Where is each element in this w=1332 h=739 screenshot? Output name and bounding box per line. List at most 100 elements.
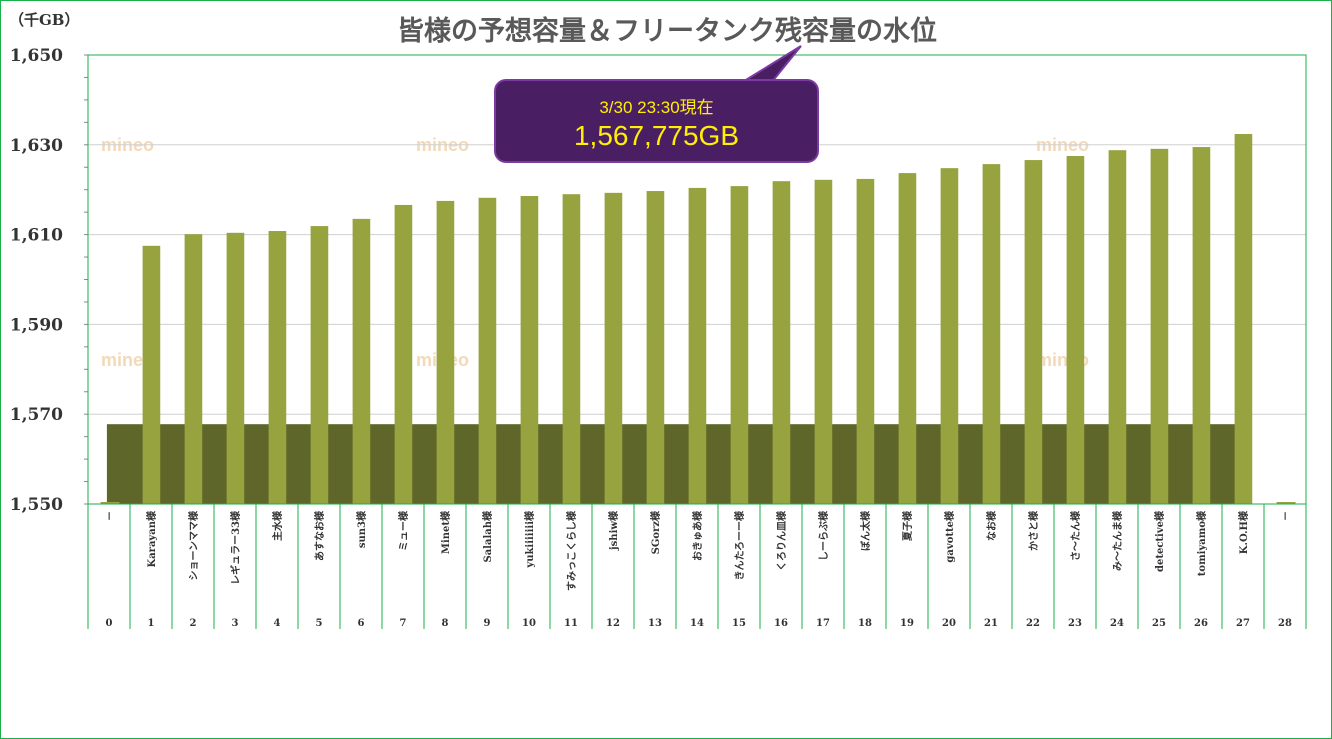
category-index: 27	[1236, 618, 1250, 629]
category-index: 22	[1026, 618, 1040, 629]
bar-1	[142, 245, 161, 504]
category-label: さ～たん様	[1069, 510, 1082, 561]
category-index: 20	[942, 618, 956, 629]
bar-15	[730, 186, 749, 504]
category-index: 21	[984, 618, 998, 629]
category-index: 19	[900, 618, 914, 629]
bar-26	[1192, 147, 1211, 505]
y-tick-label: 1,610	[10, 226, 63, 246]
category-label: くろりん皿様	[775, 510, 788, 571]
category-label: Minet様	[439, 510, 452, 554]
y-tick-label: 1,650	[10, 46, 63, 66]
bar-14	[688, 187, 707, 505]
chart-title: 皆様の予想容量＆フリータンク残容量の水位	[397, 16, 937, 47]
category-label: SGorz様	[649, 510, 662, 554]
category-index: 13	[648, 618, 662, 629]
category-index: 11	[564, 618, 578, 629]
bar-3	[226, 232, 245, 504]
category-index: 7	[400, 618, 407, 629]
category-index: 9	[484, 618, 491, 629]
category-label: sun3様	[355, 510, 368, 548]
category-label: Salalah様	[481, 510, 494, 563]
category-label: －	[1281, 511, 1292, 521]
bar-21	[982, 164, 1001, 504]
bar-13	[646, 191, 665, 504]
bar-19	[898, 173, 917, 504]
bar-10	[520, 195, 539, 504]
category-label: おきゅあ様	[691, 510, 704, 561]
callout-pointer	[737, 45, 802, 84]
category-index: 18	[858, 618, 872, 629]
category-label: かさと様	[1027, 510, 1040, 551]
category-label: K.O.H様	[1237, 510, 1250, 554]
y-tick-label: 1,550	[10, 495, 63, 515]
category-label: あすなお様	[313, 510, 326, 561]
category-label: ミュー様	[397, 510, 410, 551]
bar-22	[1024, 160, 1043, 505]
category-index: 1	[148, 618, 155, 629]
bar-17	[814, 179, 833, 504]
category-index: 26	[1194, 618, 1208, 629]
category-index: 0	[106, 618, 113, 629]
category-label: すみっこくらし様	[565, 510, 578, 591]
category-index: 17	[816, 618, 830, 629]
bar-4	[268, 231, 287, 504]
category-label: －	[105, 511, 116, 521]
bar-20	[940, 168, 959, 504]
bar-9	[478, 197, 497, 505]
category-index: 12	[606, 618, 620, 629]
bar-6	[352, 218, 371, 504]
category-index: 6	[358, 618, 365, 629]
category-label: 夏子様	[901, 510, 914, 542]
bar-8	[436, 200, 455, 505]
watermark-mineo: mineo	[101, 350, 154, 370]
category-label: レギュラー33様	[229, 510, 242, 585]
category-index: 10	[522, 618, 536, 629]
category-index: 15	[732, 618, 746, 629]
y-tick-label: 1,630	[10, 136, 63, 156]
y-tick-label: 1,590	[10, 315, 63, 335]
y-tick-label: 1,570	[10, 405, 63, 425]
callout-date: 3/30 23:30現在	[599, 98, 714, 117]
category-index: 25	[1152, 618, 1166, 629]
bar-16	[772, 181, 791, 504]
y-axis-unit: （千GB）	[9, 11, 80, 29]
category-index: 5	[316, 618, 323, 629]
category-label: しーらぶ様	[817, 510, 830, 561]
free-tank-level-bar	[106, 424, 1246, 504]
category-index: 24	[1110, 618, 1124, 629]
category-label: detective様	[1153, 510, 1166, 572]
category-label: jshiw様	[607, 510, 620, 551]
current-level-callout: 3/30 23:30現在 1,567,775GB	[494, 79, 819, 163]
bar-24	[1108, 150, 1127, 505]
category-label: gavotte様	[943, 510, 956, 563]
bar-7	[394, 204, 413, 504]
bar-11	[562, 194, 581, 504]
category-index: 23	[1068, 618, 1082, 629]
category-label: ぼん太様	[859, 510, 872, 551]
bar-2	[184, 234, 203, 504]
category-label: きんたろーー様	[733, 510, 746, 580]
bar-23	[1066, 156, 1085, 504]
callout-value: 1,567,775GB	[573, 120, 740, 151]
bar-empty	[100, 502, 120, 504]
category-index: 14	[690, 618, 704, 629]
category-index: 28	[1278, 618, 1292, 629]
bar-empty	[1276, 502, 1296, 504]
category-index: 16	[774, 618, 788, 629]
category-index: 8	[442, 618, 449, 629]
category-index: 4	[274, 618, 281, 629]
bar-25	[1150, 148, 1169, 504]
category-label: Karayan様	[145, 510, 158, 567]
bar-5	[310, 226, 329, 504]
category-label: 主水様	[271, 510, 284, 541]
category-index: 3	[232, 618, 239, 629]
bar-12	[604, 192, 623, 504]
bar-18	[856, 178, 875, 504]
category-label: み～たんま様	[1111, 510, 1124, 571]
category-index: 2	[190, 618, 197, 629]
category-label: ショーンママ様	[187, 510, 200, 580]
category-label: なお様	[985, 510, 998, 541]
